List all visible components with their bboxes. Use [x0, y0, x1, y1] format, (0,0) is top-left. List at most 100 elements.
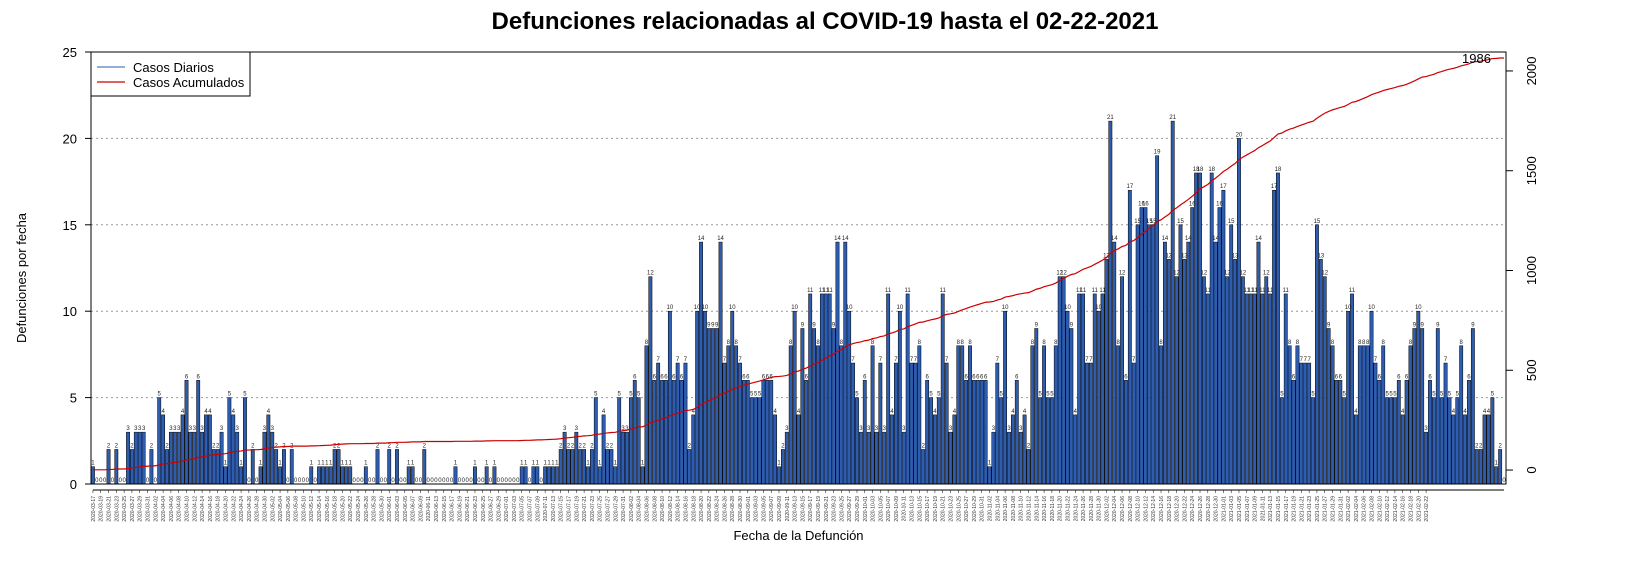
bar-value-label: 0: [504, 478, 508, 484]
bar-value-label: 11: [819, 288, 826, 294]
bar: [894, 362, 898, 485]
bar-value-label: 0: [419, 478, 423, 484]
bar-value-label: 13: [1317, 253, 1324, 259]
bar: [1385, 397, 1390, 485]
bar-value-label: 12: [1060, 271, 1067, 277]
bar-value-label: 8: [871, 340, 875, 346]
x-tick-label: 2020-08-16: [683, 496, 689, 522]
bar-value-label: 6: [1397, 374, 1401, 380]
bar: [597, 466, 602, 485]
bar-value-label: 14: [1255, 236, 1262, 242]
bar: [933, 414, 937, 485]
bar-value-label: 0: [352, 478, 356, 484]
bar-value-label: 10: [791, 305, 798, 311]
bar: [761, 380, 766, 485]
bar-value-label: 7: [738, 357, 742, 363]
bar: [816, 345, 820, 485]
x-tick-label: 2020-10-21: [941, 496, 947, 522]
x-tick-label: 2020-07-27: [605, 496, 611, 522]
x-tick-label: 2021-01-15: [1276, 496, 1282, 522]
bar-value-label: 5: [1440, 392, 1444, 398]
x-tick-label: 2020-04-10: [185, 496, 191, 522]
bar-value-label: 1: [407, 461, 411, 467]
x-tick-label: 2020-05-26: [364, 496, 370, 522]
bar-value-label: 1: [91, 461, 95, 467]
bar-value-label: 2: [571, 443, 575, 449]
x-tick-label: 2020-08-26: [722, 496, 728, 522]
bar-value-label: 2: [388, 443, 392, 449]
bar-value-label: 5: [1448, 392, 1452, 398]
x-tick-label: 2020-07-21: [582, 496, 588, 522]
bar: [847, 310, 852, 485]
bar-value-label: 0: [469, 478, 473, 484]
bar: [543, 466, 548, 485]
bar: [1303, 362, 1308, 485]
bar: [1096, 310, 1101, 485]
x-tick-label: 2020-08-22: [707, 496, 713, 522]
bar-value-label: 5: [929, 392, 933, 398]
x-tick-label: 2020-11-12: [1026, 496, 1032, 521]
bar-value-label: 1: [547, 461, 551, 467]
bar-value-label: 2: [579, 443, 583, 449]
x-tick-label: 2020-03-19: [99, 496, 105, 522]
bar: [1166, 259, 1171, 485]
bar-value-label: 3: [875, 426, 879, 432]
bar-value-label: 4: [890, 409, 894, 415]
bar-value-label: 10: [1415, 305, 1422, 311]
bar: [1053, 345, 1058, 485]
bar-value-label: 1: [239, 461, 243, 467]
bar: [523, 466, 528, 485]
bar-value-label: 6: [805, 374, 809, 380]
bar-value-label: 7: [914, 357, 918, 363]
bar: [866, 431, 871, 485]
bar-value-label: 3: [236, 426, 240, 432]
bar-value-label: 17: [1220, 184, 1227, 190]
bar-value-label: 5: [228, 392, 232, 398]
bar: [1085, 362, 1089, 485]
x-tick-label: 2020-06-25: [481, 496, 487, 522]
bar: [804, 380, 809, 485]
bar-value-label: 8: [1362, 340, 1366, 346]
bar: [917, 345, 922, 485]
bar: [172, 431, 177, 485]
x-tick-label: 2020-06-21: [465, 496, 471, 522]
bar: [773, 414, 778, 485]
bar: [1482, 414, 1487, 485]
bar-value-label: 1: [532, 461, 536, 467]
bar-value-label: 7: [1089, 357, 1093, 363]
bar-value-label: 4: [1452, 409, 1456, 415]
x-tick-label: 2021-01-23: [1307, 496, 1313, 522]
y-tick-label: 15: [63, 218, 77, 233]
bar-value-label: 0: [446, 478, 450, 484]
bar: [691, 414, 696, 485]
bar: [695, 310, 700, 485]
bar-value-label: 1: [310, 461, 314, 467]
bar-value-label: 1: [341, 461, 345, 467]
bar-value-label: 4: [933, 409, 937, 415]
bar-value-label: 9: [1436, 322, 1440, 328]
bar-value-label: 0: [442, 478, 446, 484]
bar-value-label: 2: [1027, 443, 1031, 449]
bar: [605, 449, 610, 485]
bar: [1459, 345, 1464, 485]
bar-value-label: 20: [1236, 132, 1243, 138]
bar: [671, 380, 676, 485]
x-tick-label: 2020-07-11: [543, 496, 549, 521]
x-tick-label: 2021-02-20: [1416, 496, 1422, 522]
bar-value-label: 0: [122, 478, 126, 484]
bar: [574, 431, 579, 485]
bar-value-label: 14: [698, 236, 705, 242]
bar: [453, 466, 458, 485]
bar: [1065, 310, 1070, 485]
bar: [1354, 414, 1358, 485]
x-tick-label: 2020-10-31: [980, 496, 986, 522]
x-tick-label: 2020-08-20: [699, 496, 705, 522]
x-tick-label: 2020-10-09: [894, 496, 900, 522]
bar-value-label: 6: [1339, 374, 1343, 380]
x-tick-label: 2021-02-10: [1377, 496, 1383, 522]
bar-value-label: 1: [988, 461, 992, 467]
x-tick-label: 2020-12-04: [1112, 496, 1118, 522]
bar-value-label: 6: [672, 374, 676, 380]
bar-value-label: 3: [271, 426, 275, 432]
bar: [578, 449, 583, 485]
